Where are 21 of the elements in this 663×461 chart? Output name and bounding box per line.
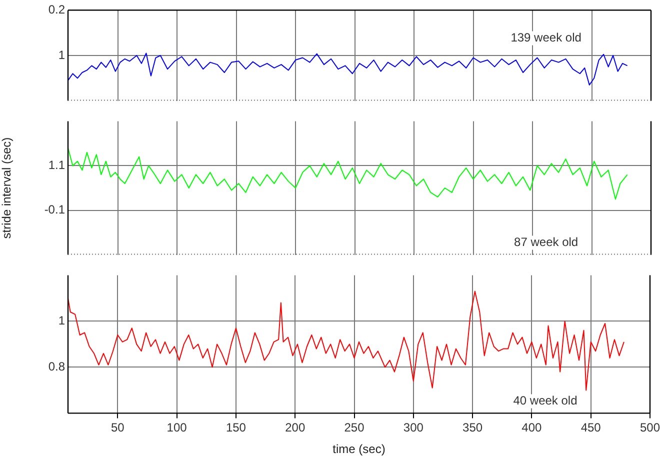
y-tick-label: 0.2 — [48, 2, 66, 17]
x-tick-label: 50 — [111, 420, 125, 435]
y-tick-label: 1 — [58, 314, 66, 328]
y-tick-label: 1.1 — [48, 158, 66, 172]
y-tick-label: 0.8 — [48, 360, 66, 374]
annotation: 139 week old — [510, 30, 582, 45]
y-axis-title: stride interval (sec) — [0, 137, 14, 239]
y-tick-label: 1 — [58, 48, 66, 62]
annotation: 40 week old — [513, 394, 578, 408]
x-tick-label: 500 — [640, 420, 660, 435]
x-tick-label: 450 — [580, 420, 602, 435]
x-tick-label: 200 — [285, 420, 306, 435]
x-tick-label: 150 — [226, 420, 246, 435]
x-tick-label: 350 — [462, 420, 483, 435]
x-tick-label: 100 — [166, 420, 188, 435]
x-tick-label: 300 — [403, 420, 424, 435]
x-axis-title: time (sec) — [332, 442, 386, 456]
annotation: 87 week old — [514, 235, 578, 250]
y-tick-label: -0.1 — [44, 202, 66, 217]
x-tick-label: 250 — [344, 420, 365, 435]
x-tick-label: 400 — [522, 420, 542, 435]
